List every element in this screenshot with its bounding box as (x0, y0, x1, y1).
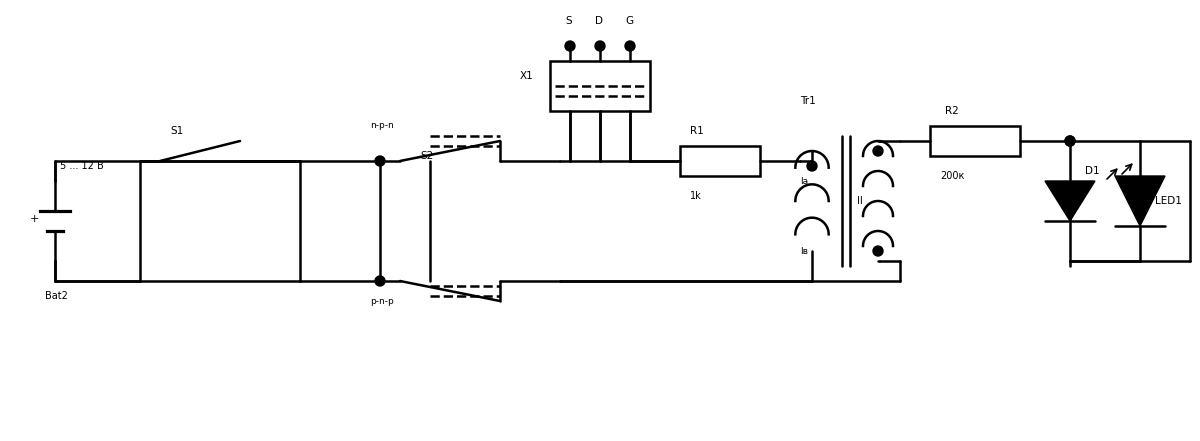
Text: II: II (857, 196, 863, 206)
Text: D: D (595, 16, 604, 26)
Text: G: G (625, 16, 634, 26)
Circle shape (374, 276, 385, 286)
Text: 1k: 1k (690, 191, 702, 201)
Text: 5 ... 12 В: 5 ... 12 В (60, 161, 103, 171)
Text: 200к: 200к (940, 171, 965, 181)
Text: R2: R2 (946, 106, 959, 116)
Circle shape (595, 41, 605, 51)
Text: S: S (565, 16, 571, 26)
Text: p-n-p: p-n-p (370, 296, 394, 306)
Text: S2: S2 (420, 151, 433, 161)
Circle shape (874, 246, 883, 256)
Text: LED1: LED1 (1154, 196, 1182, 206)
Circle shape (565, 41, 575, 51)
Circle shape (374, 156, 385, 166)
Bar (930, 126, 1020, 156)
Text: R1: R1 (690, 126, 703, 136)
Circle shape (625, 41, 635, 51)
Bar (680, 146, 760, 176)
Text: n-p-n: n-p-n (370, 122, 394, 131)
Polygon shape (1045, 181, 1096, 221)
Text: D1: D1 (1085, 166, 1099, 176)
Text: X1: X1 (520, 71, 534, 81)
Circle shape (808, 161, 817, 171)
Text: Tr1: Tr1 (800, 96, 816, 106)
Text: S1: S1 (170, 126, 184, 136)
Circle shape (874, 146, 883, 156)
Text: +: + (30, 214, 40, 224)
Bar (550, 61, 650, 111)
Circle shape (1066, 136, 1075, 146)
Circle shape (1066, 136, 1075, 146)
Text: Iв: Iв (800, 247, 808, 255)
Polygon shape (1115, 176, 1165, 226)
Text: Bat2: Bat2 (46, 291, 68, 301)
Text: Ia: Ia (800, 176, 808, 186)
